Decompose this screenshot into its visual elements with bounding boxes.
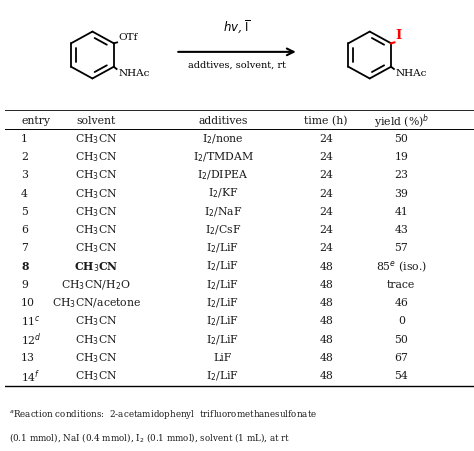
Text: 24: 24 — [319, 207, 333, 217]
Text: 46: 46 — [394, 298, 408, 308]
Text: I$_2$/TMDAM: I$_2$/TMDAM — [192, 150, 254, 164]
Text: 19: 19 — [394, 152, 408, 162]
Text: 0: 0 — [398, 317, 405, 327]
Text: 12$^{d}$: 12$^{d}$ — [21, 331, 42, 348]
Text: CH$_3$CN: CH$_3$CN — [75, 351, 118, 365]
Text: I$_2$/LiF: I$_2$/LiF — [207, 369, 239, 383]
Text: LiF: LiF — [214, 353, 232, 363]
Text: I$_2$/LiF: I$_2$/LiF — [207, 242, 239, 255]
Text: 48: 48 — [319, 280, 333, 290]
Text: 5: 5 — [21, 207, 28, 217]
Text: 50: 50 — [394, 335, 408, 345]
Text: 48: 48 — [319, 335, 333, 345]
Text: CH$_3$CN/acetone: CH$_3$CN/acetone — [52, 296, 141, 310]
Text: $hv$, $\overline{\rm I}$: $hv$, $\overline{\rm I}$ — [223, 18, 251, 36]
Text: I$_2$/NaF: I$_2$/NaF — [204, 205, 242, 219]
Text: CH$_3$CN: CH$_3$CN — [75, 132, 118, 146]
Text: entry: entry — [21, 116, 50, 126]
Text: NHAc: NHAc — [395, 69, 427, 78]
Text: 11$^{c}$: 11$^{c}$ — [21, 314, 41, 328]
Text: 48: 48 — [319, 353, 333, 363]
Text: 8: 8 — [21, 261, 28, 272]
Text: I$_2$/CsF: I$_2$/CsF — [205, 223, 241, 237]
Text: I$_2$/DIPEA: I$_2$/DIPEA — [197, 169, 249, 182]
Text: $^{a}$Reaction conditions:  2-acetamidophenyl  trifluoromethanesulfonate: $^{a}$Reaction conditions: 2-acetamidoph… — [9, 409, 318, 422]
Text: 43: 43 — [394, 225, 408, 235]
Text: 7: 7 — [21, 244, 28, 253]
Text: I$_2$/LiF: I$_2$/LiF — [207, 278, 239, 292]
Text: OTf: OTf — [118, 33, 138, 42]
Text: CH$_3$CN: CH$_3$CN — [75, 150, 118, 164]
Text: 57: 57 — [394, 244, 408, 253]
Text: 14$^{f}$: 14$^{f}$ — [21, 368, 41, 385]
Text: 24: 24 — [319, 170, 333, 180]
Text: 48: 48 — [319, 317, 333, 327]
Text: 67: 67 — [394, 353, 408, 363]
Text: trace: trace — [387, 280, 415, 290]
Text: 39: 39 — [394, 189, 408, 198]
Text: 23: 23 — [394, 170, 408, 180]
Text: CH$_3$CN: CH$_3$CN — [75, 205, 118, 219]
Text: CH$_3$CN: CH$_3$CN — [74, 260, 118, 274]
Text: I$_2$/LiF: I$_2$/LiF — [207, 315, 239, 328]
Text: 4: 4 — [21, 189, 28, 198]
Text: NHAc: NHAc — [118, 69, 149, 78]
Text: CH$_3$CN: CH$_3$CN — [75, 242, 118, 255]
Text: I$_2$/KF: I$_2$/KF — [208, 187, 238, 200]
Text: 9: 9 — [21, 280, 28, 290]
Text: 24: 24 — [319, 134, 333, 144]
Text: solvent: solvent — [77, 116, 116, 126]
Text: 48: 48 — [319, 298, 333, 308]
Text: time (h): time (h) — [304, 116, 348, 127]
Text: CH$_3$CN: CH$_3$CN — [75, 315, 118, 328]
Text: CH$_3$CN/H$_2$O: CH$_3$CN/H$_2$O — [62, 278, 131, 292]
Text: 24: 24 — [319, 225, 333, 235]
Text: CH$_3$CN: CH$_3$CN — [75, 168, 118, 182]
Text: 24: 24 — [319, 189, 333, 198]
Text: 50: 50 — [394, 134, 408, 144]
Text: 41: 41 — [394, 207, 408, 217]
Text: CH$_3$CN: CH$_3$CN — [75, 333, 118, 347]
Text: CH$_3$CN: CH$_3$CN — [75, 223, 118, 237]
Text: 6: 6 — [21, 225, 28, 235]
Text: CH$_3$CN: CH$_3$CN — [75, 187, 118, 201]
Text: additives: additives — [198, 116, 247, 126]
Text: addtives, solvent, rt: addtives, solvent, rt — [188, 61, 286, 70]
Text: 48: 48 — [319, 262, 333, 272]
Text: 1: 1 — [21, 134, 28, 144]
Text: I$_2$/LiF: I$_2$/LiF — [207, 260, 239, 273]
Text: 10: 10 — [21, 298, 35, 308]
Text: 3: 3 — [21, 170, 28, 180]
Text: 48: 48 — [319, 371, 333, 381]
Text: (0.1 mmol), NaI (0.4 mmol), I$_2$ (0.1 mmol), solvent (1 mL), at rt: (0.1 mmol), NaI (0.4 mmol), I$_2$ (0.1 m… — [9, 431, 291, 444]
Text: 24: 24 — [319, 152, 333, 162]
Text: 54: 54 — [394, 371, 408, 381]
Text: 24: 24 — [319, 244, 333, 253]
Text: 2: 2 — [21, 152, 28, 162]
Text: I: I — [396, 29, 402, 42]
Text: I$_2$/LiF: I$_2$/LiF — [207, 296, 239, 310]
Text: CH$_3$CN: CH$_3$CN — [75, 369, 118, 383]
Text: I$_2$/none: I$_2$/none — [202, 132, 244, 146]
Text: I$_2$/LiF: I$_2$/LiF — [207, 333, 239, 346]
Text: yield (%)$^{b}$: yield (%)$^{b}$ — [374, 112, 429, 131]
Text: 85$^{e}$ (iso.): 85$^{e}$ (iso.) — [376, 259, 427, 274]
Text: 13: 13 — [21, 353, 35, 363]
